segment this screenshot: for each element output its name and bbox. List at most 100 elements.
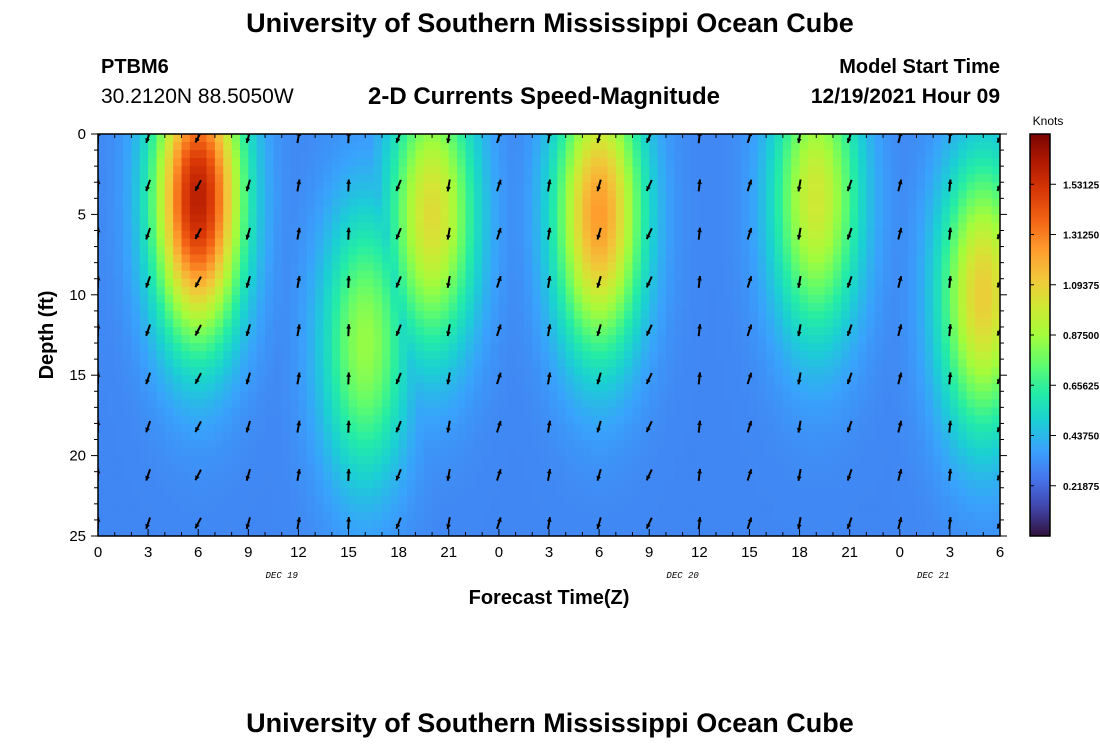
heatmap-cell: [749, 447, 759, 457]
heatmap-cell: [482, 471, 492, 481]
heatmap-cell: [448, 310, 458, 320]
heatmap-cell: [757, 238, 767, 248]
heatmap-cell: [189, 206, 199, 215]
heatmap-cell: [590, 246, 600, 256]
heatmap-cell: [874, 238, 884, 248]
heatmap-cell: [198, 294, 208, 304]
heatmap-cell: [498, 302, 508, 312]
heatmap-cell: [440, 447, 450, 457]
heatmap-cell: [365, 262, 375, 272]
heatmap-cell: [340, 335, 350, 344]
heatmap-cell: [649, 495, 659, 505]
heatmap-cell: [858, 359, 867, 368]
heatmap-cell: [340, 214, 350, 224]
heatmap-cell: [924, 150, 934, 159]
heatmap-cell: [390, 278, 400, 288]
heatmap-cell: [849, 286, 859, 296]
heatmap-cell: [874, 343, 884, 352]
heatmap-cell: [540, 206, 550, 215]
heatmap-cell: [148, 190, 158, 199]
heatmap-cell: [290, 134, 300, 143]
heatmap-cell: [724, 222, 734, 232]
heatmap-cell: [565, 150, 575, 159]
heatmap-cell: [123, 343, 133, 352]
heatmap-cell: [281, 431, 291, 441]
heatmap-cell: [148, 471, 158, 481]
heatmap-cell: [490, 134, 500, 143]
heatmap-cell: [123, 158, 133, 167]
heatmap-cell: [156, 262, 166, 272]
heatmap-cell: [473, 254, 483, 264]
heatmap-cell: [298, 431, 308, 441]
heatmap-cell: [148, 318, 158, 328]
heatmap-cell: [482, 166, 492, 175]
heatmap-cell: [582, 246, 592, 256]
heatmap-cell: [507, 326, 517, 336]
heatmap-cell: [223, 351, 233, 360]
heatmap-cell: [674, 222, 684, 232]
heatmap-cell: [782, 423, 792, 433]
heatmap-cell: [874, 310, 884, 320]
heatmap-cell: [248, 246, 258, 256]
heatmap-cell: [757, 302, 767, 312]
heatmap-cell: [473, 166, 483, 175]
heatmap-cell: [365, 150, 375, 159]
heatmap-cell: [348, 302, 358, 312]
heatmap-cell: [206, 367, 216, 376]
heatmap-cell: [799, 367, 809, 376]
heatmap-cell: [557, 359, 567, 368]
heatmap-cell: [874, 351, 884, 360]
heatmap-cell: [265, 166, 274, 175]
heatmap-cell: [682, 182, 692, 191]
heatmap-cell: [106, 270, 116, 280]
heatmap-cell: [498, 134, 508, 143]
heatmap-cell: [799, 423, 809, 433]
heatmap-cell: [315, 134, 325, 143]
heatmap-cell: [173, 439, 183, 449]
heatmap-cell: [239, 318, 249, 328]
heatmap-cell: [189, 343, 199, 352]
heatmap-cell: [766, 190, 776, 199]
heatmap-cell: [757, 134, 767, 143]
heatmap-cell: [239, 294, 249, 304]
heatmap-cell: [123, 270, 133, 280]
heatmap-cell: [131, 423, 141, 433]
heatmap-cell: [883, 447, 893, 457]
heatmap-cell: [106, 463, 116, 473]
heatmap-cell: [741, 318, 751, 328]
heatmap-cell: [766, 455, 776, 465]
heatmap-cell: [707, 487, 717, 497]
heatmap-cell: [398, 278, 408, 288]
heatmap-cell: [674, 375, 684, 384]
heatmap-cell: [682, 511, 692, 521]
heatmap-cell: [699, 270, 709, 280]
heatmap-cell: [849, 142, 859, 151]
heatmap-cell: [465, 158, 475, 167]
heatmap-cell: [214, 190, 224, 199]
heatmap-cell: [356, 455, 366, 465]
heatmap-cell: [340, 463, 350, 473]
heatmap-cell: [682, 503, 692, 513]
heatmap-cell: [565, 383, 575, 392]
heatmap-cell: [699, 479, 709, 489]
heatmap-cell: [649, 326, 659, 336]
heatmap-cell: [106, 294, 116, 304]
heatmap-cell: [114, 351, 124, 360]
heatmap-cell: [665, 439, 675, 449]
heatmap-cell: [290, 447, 300, 457]
heatmap-cell: [173, 294, 183, 304]
heatmap-cell: [924, 174, 934, 183]
heatmap-cell: [540, 407, 550, 416]
heatmap-cell: [206, 495, 216, 505]
heatmap-cell: [340, 270, 350, 280]
heatmap-cell: [724, 262, 734, 272]
heatmap-cell: [749, 439, 759, 449]
heatmap-cell: [457, 294, 467, 304]
heatmap-cell: [724, 286, 734, 296]
heatmap-cell: [407, 254, 416, 264]
heatmap-cell: [690, 471, 700, 481]
heatmap-cell: [306, 399, 316, 408]
heatmap-cell: [131, 407, 141, 416]
heatmap-cell: [657, 222, 667, 232]
heatmap-cell: [883, 262, 893, 272]
